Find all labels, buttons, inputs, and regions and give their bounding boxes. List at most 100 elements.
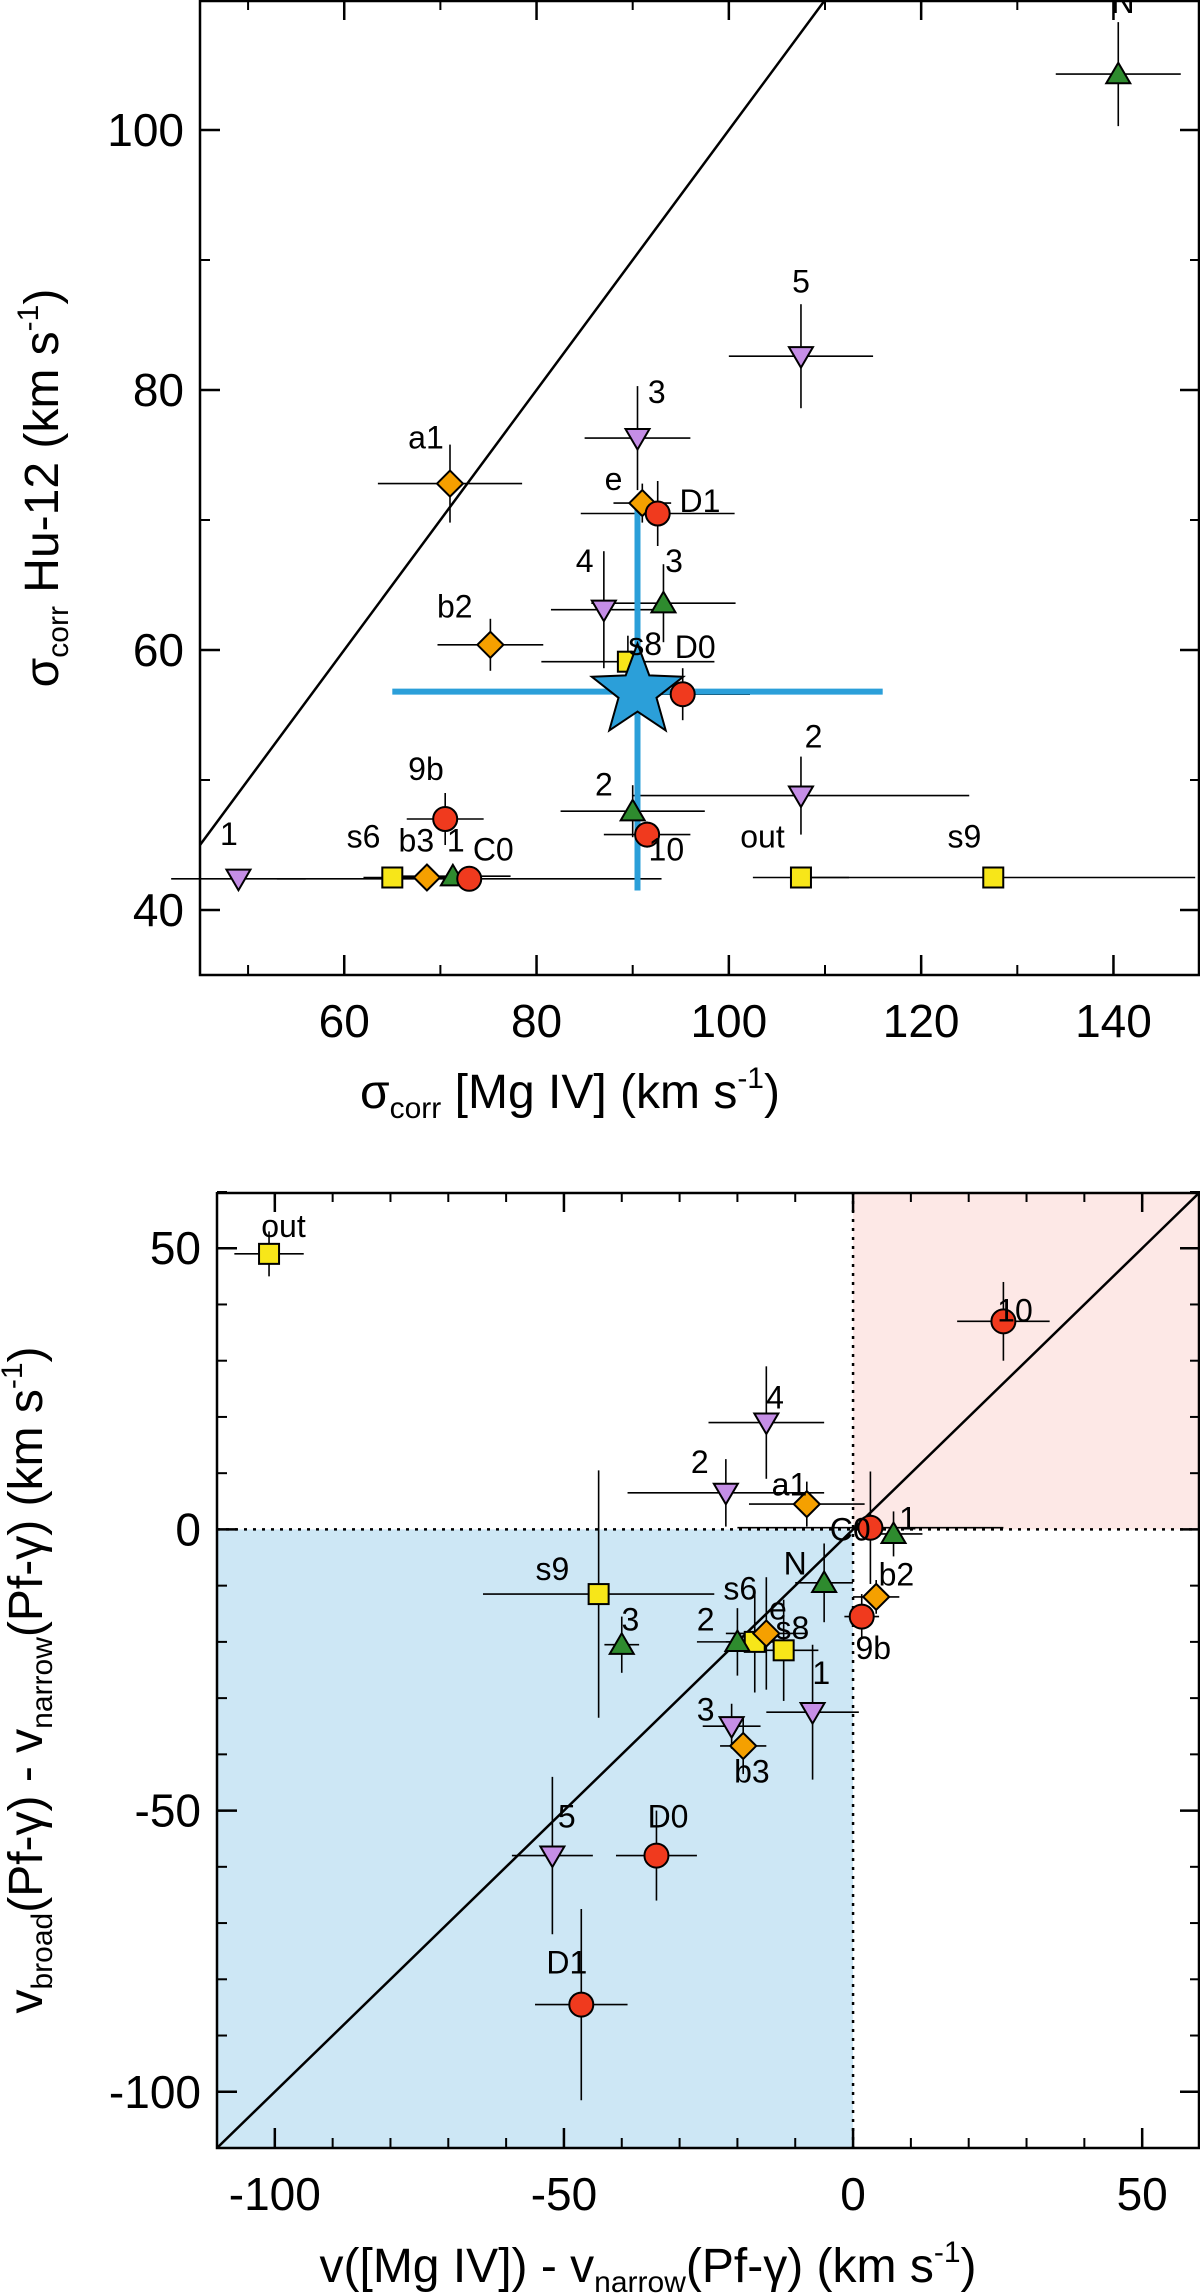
x-tick-label: 0 [840, 2168, 866, 2220]
point-label-3: 3 [648, 374, 666, 410]
data-point-2 [787, 785, 815, 809]
top-y-axis-title: σcorr Hu-12 (km s-1) [12, 289, 75, 688]
point-label-4: 4 [576, 543, 594, 579]
data-point-5 [787, 346, 815, 370]
x-tick-label: 80 [511, 995, 562, 1047]
data-point-2 [618, 797, 647, 822]
point-label-D0: D0 [648, 1798, 689, 1834]
bottom-panel-velocity-comparison: out 10 4 2 a1 C0 1 N b2 9b s9 s6 es8 2 3 3 b3 1 5 D0 D1 -100… [0, 1191, 1200, 2293]
top-panel-error-bars [171, 22, 1196, 891]
point-label-2: 2 [697, 1602, 715, 1638]
point-label-a1: a1 [772, 1467, 808, 1503]
x-tick-label: 100 [690, 995, 767, 1047]
point-label-4: 4 [766, 1380, 784, 1416]
point-label-N: N [1112, 0, 1135, 20]
point-label-N: N [784, 1545, 807, 1581]
y-tick-label: 100 [107, 104, 184, 156]
point-label-out: out [740, 819, 785, 855]
bottom-panel-markers [258, 1242, 1017, 2018]
point-label-s6: s6 [723, 1571, 757, 1607]
data-point-b2 [861, 1582, 891, 1612]
data-point-1 [798, 1702, 827, 1726]
bottom-panel-reference-lines [217, 1192, 1200, 2148]
x-tick-label: -50 [531, 2168, 597, 2220]
data-point-D1 [644, 500, 671, 527]
point-label-5: 5 [558, 1798, 576, 1834]
data-point-3 [623, 427, 652, 452]
one-to-one-line [200, 0, 827, 846]
y-tick-label: 80 [133, 364, 184, 416]
y-tick-label: 50 [150, 1222, 201, 1274]
data-point-9b [848, 1603, 875, 1630]
point-label-b2: b2 [879, 1557, 915, 1593]
data-point-4 [590, 599, 618, 624]
data-point-3 [649, 589, 678, 614]
data-point-10 [990, 1308, 1017, 1335]
data-point-a1 [792, 1489, 822, 1519]
data-point-N [1104, 60, 1133, 85]
top-panel-markers [224, 60, 1133, 893]
y-tick-label: -100 [109, 2066, 201, 2118]
x-tick-label: 120 [883, 995, 960, 1047]
point-label-s9: s9 [948, 819, 982, 855]
point-label-e: e [769, 1590, 787, 1626]
data-point-4 [752, 1412, 781, 1436]
data-point-s6 [381, 866, 404, 889]
data-point-s8 [772, 1639, 795, 1662]
point-label-9b: 9b [856, 1630, 892, 1666]
top-x-axis-title: σcorr [Mg IV] (km s-1) [360, 1062, 780, 1125]
data-point-a1 [435, 469, 465, 499]
axis-frame [198, 0, 1200, 977]
data-point-D0 [643, 1842, 670, 1869]
data-point-D0 [669, 681, 696, 708]
point-label-D1: D1 [680, 483, 721, 519]
point-label-s6: s6 [347, 819, 381, 855]
data-point-out [258, 1242, 281, 1265]
point-label-1: 1 [220, 816, 238, 852]
point-label-C0: C0 [830, 1512, 871, 1548]
point-label-D0: D0 [675, 629, 716, 665]
point-label-1: 1 [447, 823, 465, 859]
data-point-s9 [982, 866, 1005, 889]
point-label-1: 1 [899, 1500, 917, 1536]
point-label-e: e [605, 461, 623, 497]
point-label-1: 1 [812, 1655, 830, 1691]
point-label-s8: s8 [775, 1610, 809, 1646]
y-tick-label: 60 [133, 624, 184, 676]
point-label-2: 2 [691, 1444, 709, 1480]
data-point-2 [712, 1482, 740, 1507]
x-tick-label: 50 [1117, 2168, 1168, 2220]
data-point-3 [717, 1716, 746, 1740]
point-label-b2: b2 [437, 589, 473, 625]
point-label-a1: a1 [408, 420, 444, 456]
point-label-s8: s8 [628, 626, 662, 662]
y-tick-label: 0 [175, 1503, 201, 1555]
point-label-3: 3 [697, 1692, 715, 1728]
point-label-out: out [261, 1208, 306, 1244]
data-point-C0 [857, 1514, 884, 1541]
data-point-5 [538, 1845, 567, 1869]
data-point-b2 [475, 630, 505, 660]
mean-star-marker [589, 640, 686, 733]
point-label-b3: b3 [399, 823, 435, 859]
data-point-D1 [568, 1991, 595, 2018]
one-to-one-line [217, 1192, 1200, 2148]
bottom-x-axis-title: v([Mg IV]) - vnarrow(Pf-γ) (km s-1) [320, 2236, 977, 2293]
top-panel-reference-lines [200, 0, 827, 846]
data-point-3 [608, 1631, 636, 1655]
point-label-10: 10 [997, 1292, 1033, 1328]
data-point-N [810, 1569, 838, 1593]
x-tick-label: -100 [229, 2168, 321, 2220]
y-tick-label: -50 [135, 1785, 201, 1837]
data-point-b3 [728, 1731, 758, 1761]
x-tick-label: 140 [1075, 995, 1152, 1047]
point-label-s9: s9 [535, 1551, 569, 1587]
data-point-b3 [412, 863, 442, 892]
point-label-10: 10 [649, 832, 685, 868]
point-label-b3: b3 [734, 1753, 770, 1789]
point-label-9b: 9b [408, 751, 444, 787]
point-label-C0: C0 [473, 832, 514, 868]
point-label-2: 2 [595, 767, 613, 803]
